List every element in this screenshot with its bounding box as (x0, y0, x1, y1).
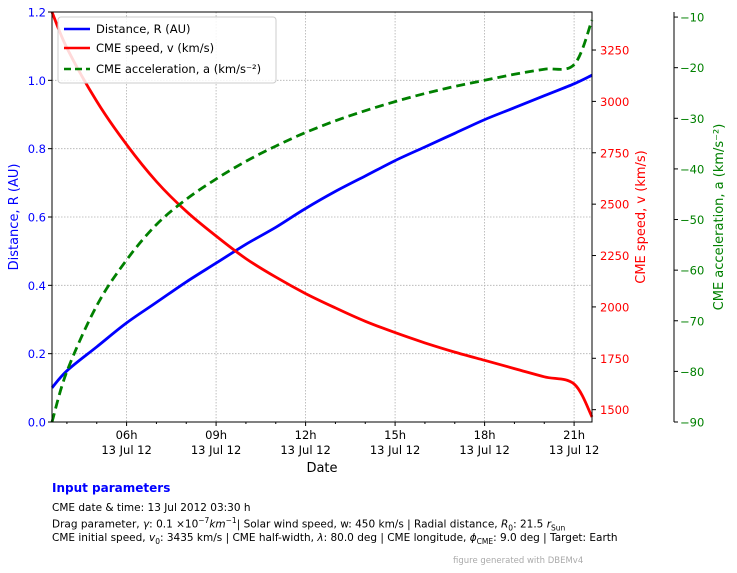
left-axis-label: Distance, R (AU) (7, 164, 22, 271)
right-tick-label: 2250 (600, 249, 629, 263)
longitude-value: 9.0 deg | Target: Earth (500, 532, 618, 544)
halfwidth-value: 80.0 deg | CME longitude, (330, 532, 467, 544)
param-datetime: CME date & time: 13 Jul 2012 03:30 h (52, 502, 251, 514)
legend-box (57, 16, 277, 84)
right-tick-label: 2750 (600, 146, 629, 160)
drag-unit-exp: −1 (225, 516, 237, 525)
right-tick-label: 3250 (600, 44, 629, 58)
right-tick-label: 1750 (600, 352, 629, 366)
longitude-sub: CME (476, 537, 494, 547)
drag-value: 0.1 ×10 (156, 518, 199, 531)
datetime-value: 13 Jul 2012 03:30 h (147, 502, 251, 514)
v0-value: 3435 km/s | CME half-width, (166, 532, 315, 544)
series-line-acceleration (50, 19, 594, 423)
drag-exp: −7 (198, 516, 210, 525)
v0-sub: 0 (155, 537, 160, 547)
x-tick-label-time: 21h (563, 428, 585, 442)
param-drag-wind-distance: Drag parameter, γ: 0.1 ×10−7km−1| Solar … (52, 516, 566, 533)
right-tick-label: 2000 (600, 300, 629, 314)
x-tick-label-time: 18h (474, 428, 496, 442)
right-tick-label: 1500 (600, 403, 629, 417)
drag-label: Drag parameter, (52, 518, 140, 531)
drag-symbol: γ (142, 518, 150, 531)
left-tick-label: 0.8 (28, 142, 46, 156)
far-right-tick-label: −30 (680, 112, 704, 126)
left-tick-label: 1.0 (28, 74, 46, 88)
x-tick-label-date: 13 Jul 12 (101, 443, 151, 457)
far-right-axis-label: CME acceleration, a (km/s⁻²) (712, 124, 727, 311)
v0-symbol: v (148, 532, 156, 544)
left-tick-label: 1.2 (28, 6, 46, 20)
right-tick-label: 2500 (600, 198, 629, 212)
r0-sub: 0 (508, 523, 514, 533)
x-tick-label-date: 13 Jul 12 (370, 443, 420, 457)
credit-watermark: figure generated with DBEMv4 (453, 556, 584, 566)
r0-unit-sub: Sun (551, 523, 566, 533)
left-tick-label: 0.2 (28, 347, 46, 361)
x-tick-label-time: 12h (295, 428, 317, 442)
left-tick-label: 0.6 (28, 211, 46, 225)
far-right-tick-label: −90 (680, 416, 704, 430)
r0-symbol: R (500, 518, 509, 531)
param-speed-width-longitude: CME initial speed, v0: 3435 km/s | CME h… (52, 532, 618, 547)
x-tick-label-date: 13 Jul 12 (549, 443, 599, 457)
far-right-tick-label: −80 (680, 365, 704, 379)
right-tick-label: 3000 (600, 95, 629, 109)
far-right-tick-label: −50 (680, 213, 704, 227)
right-axis: 1500 1750 2000 2250 2500 2750 3000 3250 (592, 44, 629, 417)
drag-unit: km (209, 518, 226, 531)
legend: Distance, R (AU) CME speed, v (km/s) CME… (57, 16, 277, 84)
far-right-tick-label: −60 (680, 264, 704, 278)
right-axis-label: CME speed, v (km/s) (634, 150, 649, 284)
series-line-distance (50, 73, 593, 389)
series-line-speed (50, 11, 594, 418)
legend-label-speed: CME speed, v (km/s) (96, 41, 214, 55)
legend-label-acceleration: CME acceleration, a (km/s⁻²) (96, 62, 261, 76)
far-right-axis: −90 −80 −70 −60 −50 −40 −30 −20 −10 (673, 11, 704, 430)
x-tick-label-date: 13 Jul 12 (459, 443, 509, 457)
series-layer (50, 11, 594, 423)
x-tick-label-time: 15h (384, 428, 406, 442)
left-tick-label: 0.4 (28, 279, 46, 293)
far-right-tick-label: −40 (680, 162, 704, 176)
x-tick-label-date: 13 Jul 12 (280, 443, 330, 457)
left-tick-label: 0.0 (28, 416, 46, 430)
far-right-tick-label: −10 (680, 11, 704, 25)
speed-label: CME initial speed, (52, 532, 146, 544)
legend-label-distance: Distance, R (AU) (96, 22, 191, 36)
wind-text: | Solar wind speed, w: 450 km/s | Radial… (236, 518, 498, 531)
r0-value: 21.5 (519, 518, 544, 531)
far-right-tick-label: −20 (680, 61, 704, 75)
far-right-tick-label: −70 (680, 314, 704, 328)
left-axis: 0.0 0.2 0.4 0.6 0.8 1.0 1.2 (28, 6, 52, 430)
x-tick-label-date: 13 Jul 12 (191, 443, 241, 457)
x-tick-label-time: 09h (205, 428, 227, 442)
datetime-label: CME date & time: (52, 502, 145, 514)
x-axis-label: Date (306, 461, 337, 476)
r0-unit: r (546, 518, 552, 531)
longitude-symbol: ϕ (469, 532, 477, 544)
halfwidth-symbol: λ (317, 532, 324, 544)
x-tick-label-time: 06h (116, 428, 138, 442)
input-parameters-heading: Input parameters (52, 481, 171, 495)
